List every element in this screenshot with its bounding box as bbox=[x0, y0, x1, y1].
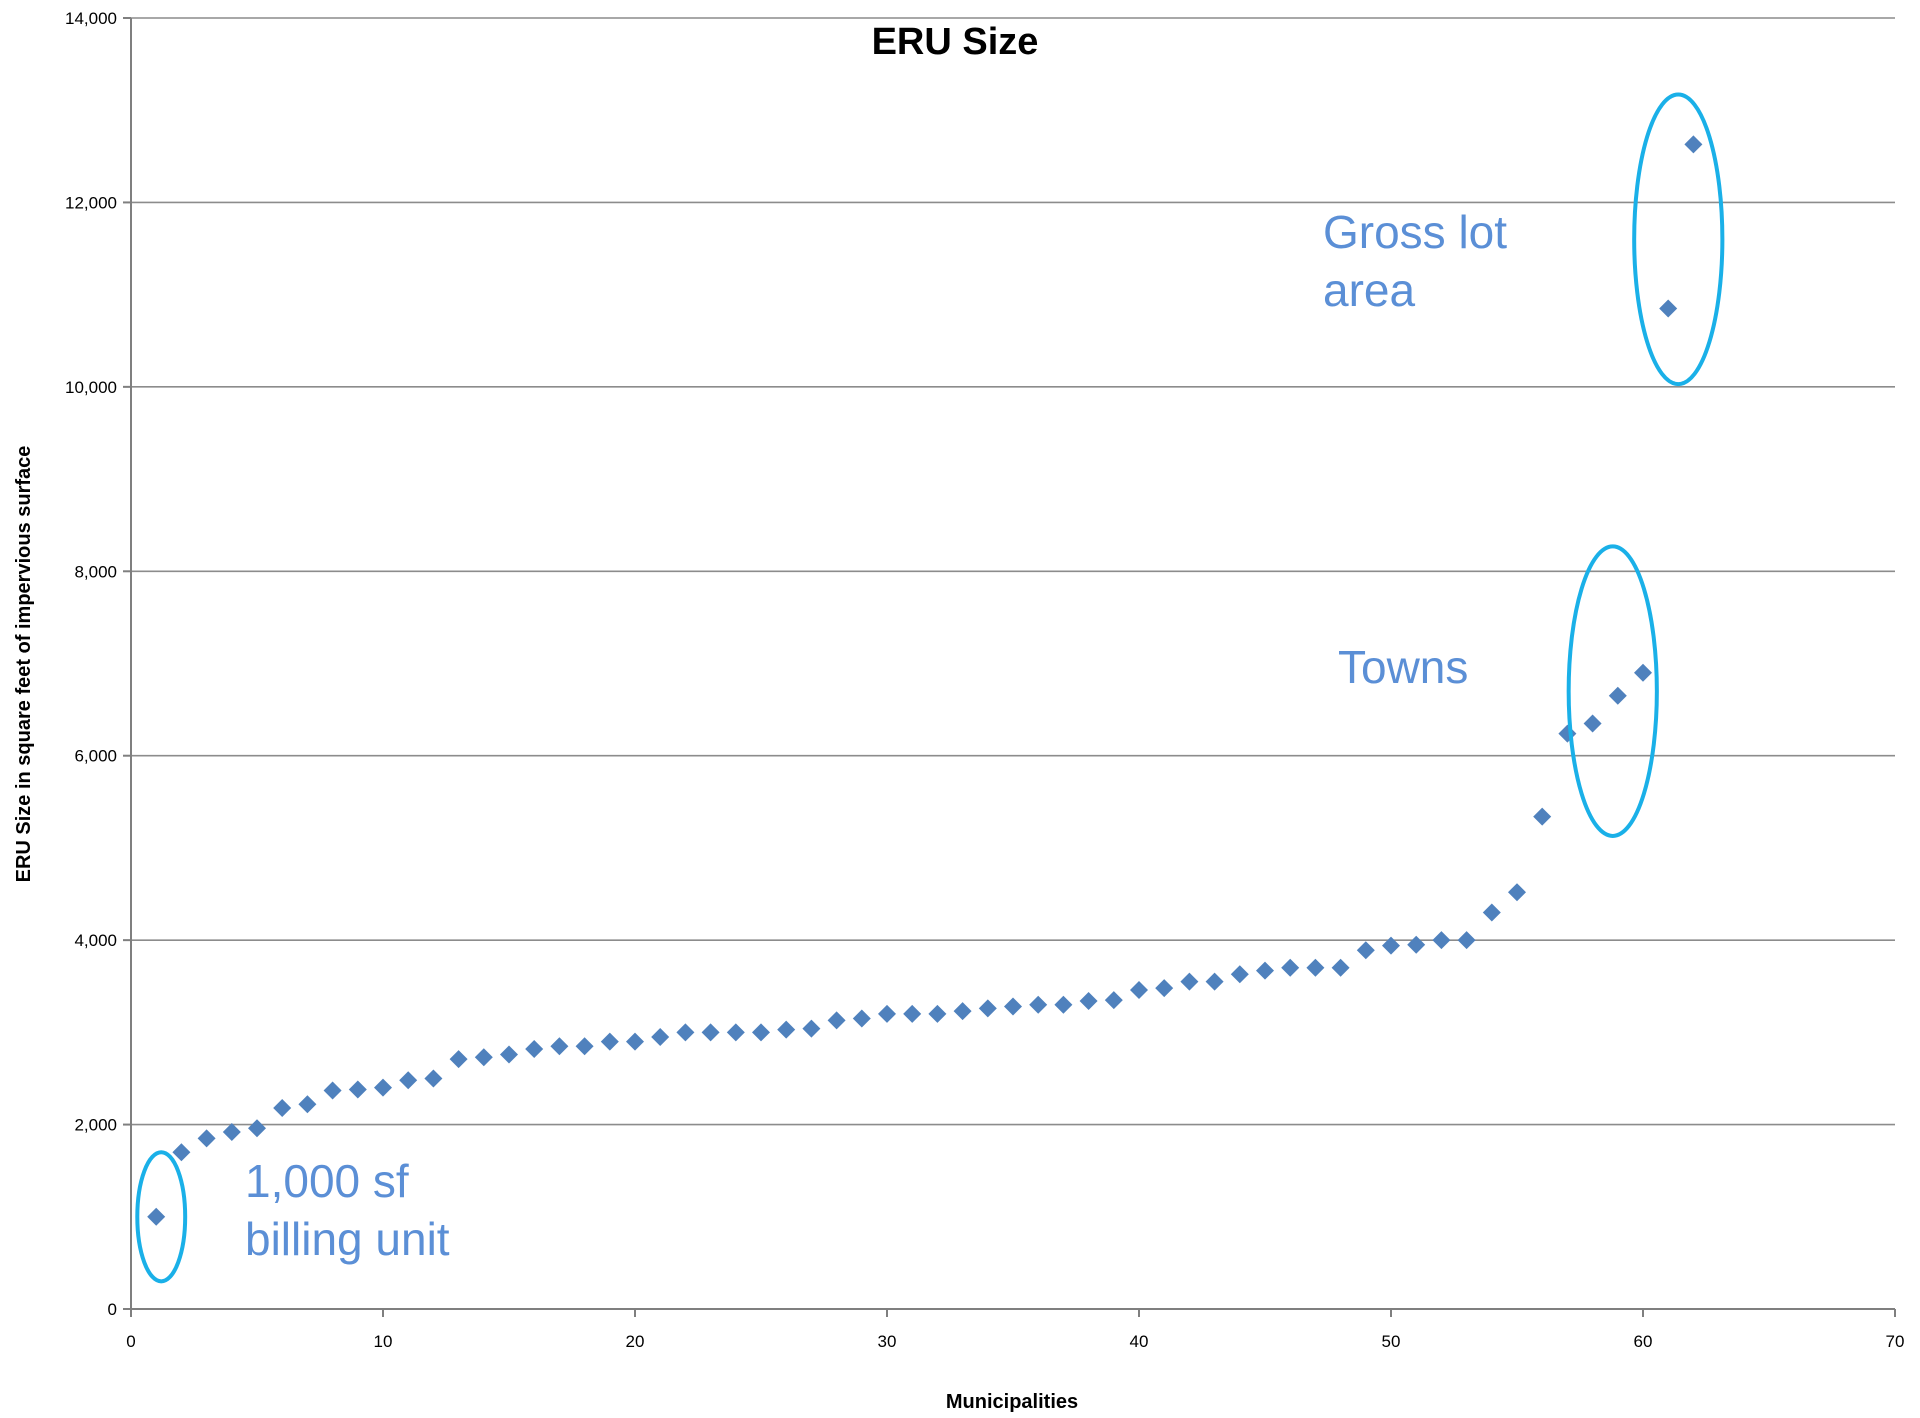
data-point bbox=[500, 1045, 518, 1064]
x-tick-label: 10 bbox=[374, 1332, 393, 1351]
x-axis-title: Municipalities bbox=[946, 1391, 1078, 1413]
data-point bbox=[1004, 997, 1022, 1016]
y-tick-label: 2,000 bbox=[74, 1116, 117, 1135]
data-point bbox=[273, 1098, 292, 1117]
data-point bbox=[626, 1032, 644, 1051]
x-tick-label: 40 bbox=[1130, 1332, 1149, 1351]
data-point bbox=[1230, 965, 1249, 984]
data-point bbox=[172, 1143, 191, 1162]
data-point bbox=[1583, 714, 1602, 733]
data-point bbox=[1508, 883, 1526, 902]
data-point bbox=[1634, 663, 1652, 682]
chart-title: ERU Size bbox=[872, 21, 1039, 63]
data-point bbox=[248, 1119, 266, 1138]
data-point bbox=[827, 1011, 846, 1030]
data-point bbox=[575, 1037, 594, 1056]
data-point bbox=[348, 1080, 367, 1099]
data-point bbox=[1104, 991, 1123, 1010]
data-point bbox=[1432, 931, 1451, 950]
gross-lot-area-label: area bbox=[1323, 264, 1415, 316]
data-point bbox=[953, 1002, 972, 1021]
data-point bbox=[978, 999, 997, 1018]
data-point bbox=[1533, 807, 1552, 826]
x-tick-label: 60 bbox=[1634, 1332, 1653, 1351]
billing-unit-circle bbox=[135, 1150, 188, 1284]
y-tick-label: 14,000 bbox=[65, 9, 117, 28]
y-tick-label: 10,000 bbox=[65, 378, 117, 397]
y-axis-title: ERU Size in square feet of impervious su… bbox=[13, 446, 35, 883]
y-tick-label: 12,000 bbox=[65, 193, 117, 212]
tick-labels: 0 2,000 4,000 6,000 8,000 10,000 12,000 14,000 0… bbox=[65, 9, 1904, 1351]
data-point bbox=[802, 1019, 821, 1038]
data-point bbox=[1205, 972, 1224, 991]
data-point bbox=[726, 1023, 745, 1042]
towns-label: Towns bbox=[1338, 641, 1468, 693]
data-point bbox=[1180, 972, 1199, 991]
data-point bbox=[600, 1032, 619, 1051]
axes bbox=[123, 17, 1896, 1317]
data-point bbox=[1457, 931, 1476, 950]
data-point bbox=[399, 1071, 418, 1090]
data-point bbox=[752, 1023, 770, 1042]
gross-lot-area-label: Gross lot bbox=[1323, 206, 1507, 258]
data-points bbox=[147, 135, 1703, 1226]
data-point bbox=[222, 1122, 241, 1141]
data-point bbox=[147, 1207, 166, 1226]
gross-lot-area-circle bbox=[1632, 92, 1725, 387]
x-tick-label: 20 bbox=[626, 1332, 645, 1351]
towns-circle bbox=[1566, 544, 1659, 838]
data-point bbox=[474, 1048, 493, 1067]
data-point bbox=[323, 1081, 342, 1100]
data-point bbox=[1029, 995, 1048, 1014]
data-point bbox=[298, 1095, 317, 1114]
data-point bbox=[424, 1069, 443, 1088]
y-tick-label: 0 bbox=[108, 1300, 117, 1319]
data-point bbox=[1382, 936, 1400, 955]
data-point bbox=[449, 1050, 468, 1069]
data-point bbox=[1684, 135, 1703, 154]
data-point bbox=[878, 1004, 896, 1023]
data-point bbox=[1608, 686, 1627, 705]
data-point bbox=[1558, 724, 1577, 743]
data-point bbox=[701, 1023, 720, 1042]
data-point bbox=[1306, 958, 1325, 977]
data-point bbox=[903, 1004, 922, 1023]
data-point bbox=[1256, 961, 1274, 980]
data-point bbox=[777, 1020, 796, 1039]
billing-unit-label: 1,000 sf bbox=[245, 1155, 409, 1207]
y-tick-label: 8,000 bbox=[74, 562, 117, 581]
annotations: Gross lot area Towns 1,000 sf billing unit bbox=[135, 92, 1725, 1284]
data-point bbox=[928, 1004, 947, 1023]
data-point bbox=[1079, 992, 1098, 1011]
billing-unit-label: billing unit bbox=[245, 1213, 450, 1265]
data-point bbox=[676, 1023, 695, 1042]
data-point bbox=[1155, 979, 1174, 998]
data-point bbox=[1281, 958, 1300, 977]
data-point bbox=[1482, 903, 1501, 922]
x-tick-label: 0 bbox=[126, 1332, 135, 1351]
data-point bbox=[1130, 980, 1148, 999]
gridlines bbox=[131, 17, 1895, 1126]
data-point bbox=[651, 1027, 670, 1046]
data-point bbox=[1407, 935, 1426, 954]
x-tick-label: 50 bbox=[1382, 1332, 1401, 1351]
data-point bbox=[374, 1078, 392, 1097]
x-tick-label: 70 bbox=[1886, 1332, 1905, 1351]
data-point bbox=[1331, 958, 1350, 977]
x-tick-label: 30 bbox=[878, 1332, 897, 1351]
data-point bbox=[197, 1129, 216, 1148]
y-tick-label: 6,000 bbox=[74, 747, 117, 766]
data-point bbox=[525, 1039, 544, 1058]
y-tick-label: 4,000 bbox=[74, 931, 117, 950]
data-point bbox=[1356, 941, 1375, 960]
data-point bbox=[550, 1037, 569, 1056]
data-point bbox=[1054, 995, 1073, 1014]
data-point bbox=[1659, 299, 1678, 318]
data-point bbox=[852, 1009, 871, 1028]
